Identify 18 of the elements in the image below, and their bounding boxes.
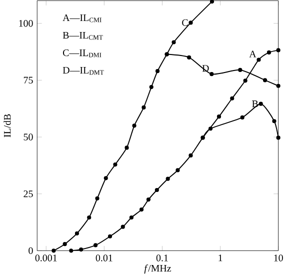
x-tick-label: 10 bbox=[274, 254, 283, 262]
annotation: C—IL$_{DMI}$ bbox=[63, 49, 102, 58]
x-tick-label: 1 bbox=[218, 254, 222, 261]
annotation: B—IL$_{CMT}$ bbox=[62, 32, 103, 40]
annotation: D—IL$_{DMT}$ bbox=[62, 66, 104, 74]
y-tick-label: 100 bbox=[19, 20, 33, 27]
y-tick-label: 50 bbox=[24, 133, 33, 140]
y-tick-label: 75 bbox=[24, 76, 33, 84]
x-axis-title: f/MHz bbox=[144, 264, 172, 274]
y-axis-title: IL/dB bbox=[4, 114, 11, 138]
series-label: A bbox=[249, 50, 256, 58]
x-tick-label: 0.01 bbox=[96, 254, 112, 262]
x-tick-label: 0.001 bbox=[35, 254, 57, 262]
y-tick-label: 25 bbox=[24, 190, 33, 198]
series-label: C bbox=[182, 19, 188, 26]
y-tick-label: 0 bbox=[28, 247, 33, 254]
x-tick-label: 0.1 bbox=[156, 254, 168, 262]
annotation: A—IL$_{CMI}$ bbox=[62, 14, 102, 22]
